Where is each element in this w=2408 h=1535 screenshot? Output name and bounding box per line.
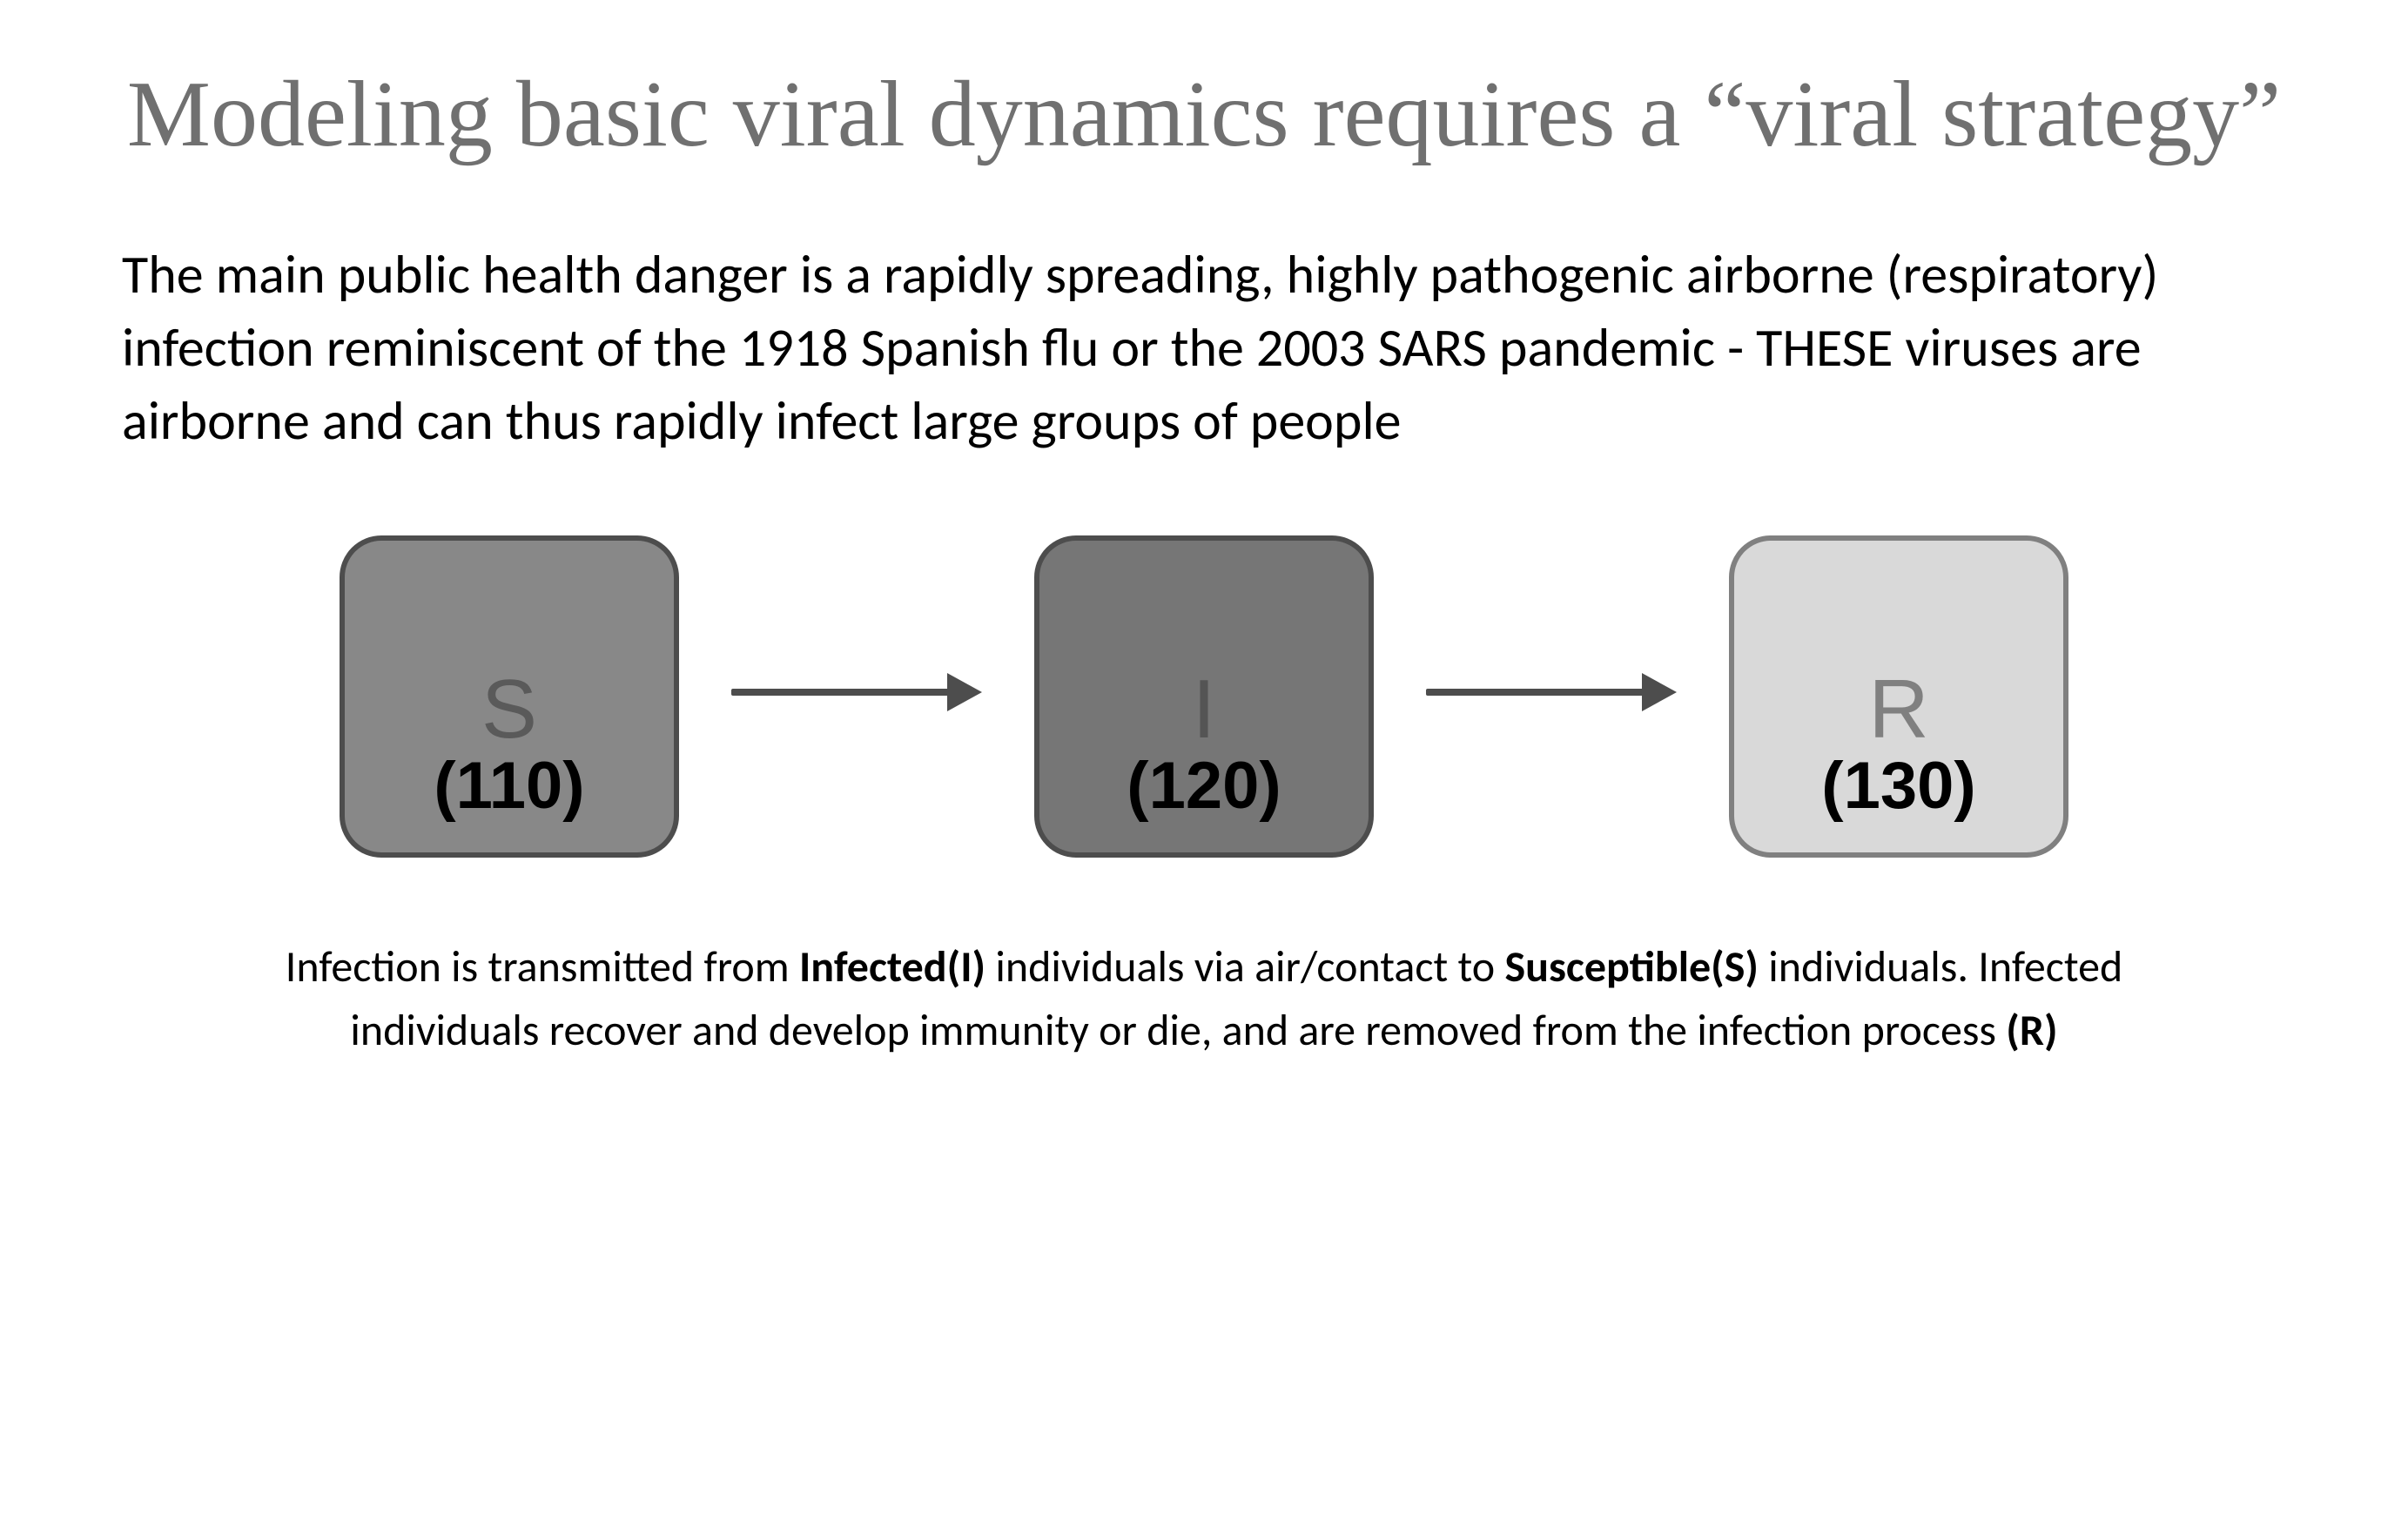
caption-bold: Infected(I)	[799, 940, 985, 993]
arrow-line	[731, 689, 949, 696]
arrow-head-icon	[947, 673, 982, 711]
caption-text: Infection is transmitted from	[286, 940, 799, 993]
box-letter-s: S	[481, 668, 537, 751]
box-sublabel-i: (120)	[1127, 753, 1281, 819]
slide-container: Modeling basic viral dynamics requires a…	[0, 0, 2408, 1535]
diagram-caption: Infection is transmitted from Infected(I…	[104, 936, 2304, 1062]
caption-bold: (R)	[2006, 1004, 2057, 1057]
sir-diagram: S (110) I (120) R (130)	[104, 535, 2304, 858]
box-letter-i: I	[1193, 668, 1216, 751]
caption-bold: Susceptible(S)	[1504, 940, 1758, 993]
body-paragraph: The main public health danger is a rapid…	[104, 239, 2304, 457]
box-sublabel-r: (130)	[1821, 753, 1975, 819]
box-infected: I (120)	[1034, 535, 1374, 858]
slide-title: Modeling basic viral dynamics requires a…	[104, 61, 2304, 169]
box-sublabel-s: (110)	[434, 753, 584, 819]
arrow-head-icon	[1642, 673, 1677, 711]
arrow-line	[1426, 689, 1644, 696]
box-removed: R (130)	[1729, 535, 2068, 858]
arrow-s-to-i	[731, 673, 982, 711]
box-susceptible: S (110)	[340, 535, 679, 858]
box-letter-r: R	[1868, 668, 1928, 751]
caption-text: individuals via air/contact to	[985, 940, 1504, 993]
arrow-i-to-r	[1426, 673, 1677, 711]
